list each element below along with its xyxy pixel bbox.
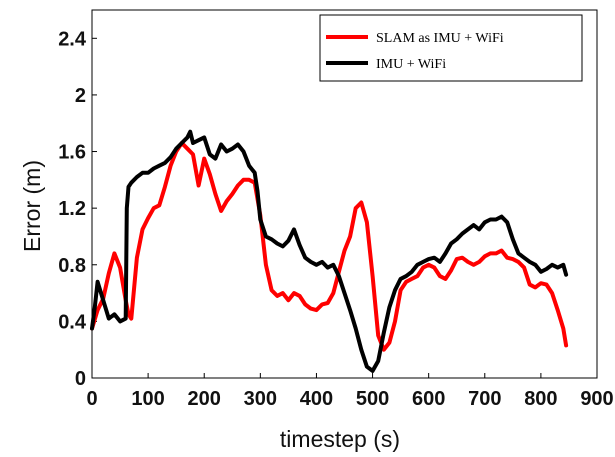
x-tick-label: 600 [412,388,445,410]
y-tick-label: 2 [75,85,86,107]
x-tick-label: 700 [468,388,501,410]
y-tick-label: 0 [75,368,86,390]
series-line-imu-wifi [90,129,569,373]
y-tick-label: 0.8 [58,255,86,277]
x-tick-label: 800 [524,388,557,410]
x-tick-label: 100 [131,388,164,410]
y-tick-label: 1.6 [58,142,86,164]
legend-label: SLAM as IMU + WiFi [376,31,504,46]
plot-frame [91,9,598,379]
x-tick-label: 900 [580,388,613,410]
x-tick-label: 400 [300,388,333,410]
x-tick-label: 500 [356,388,389,410]
y-tick-label: 2.4 [58,28,87,50]
x-tick-label: 300 [244,388,277,410]
x-tick-label: 200 [188,388,221,410]
legend-box [319,14,583,82]
y-tick-label: 1.2 [58,198,86,220]
x-axis-label: timestep (s) [280,426,400,452]
series-group [90,129,569,373]
series-line-slam-as-imu-wifi [90,141,569,352]
y-axis-label: Error (m) [19,160,45,252]
y-tick-label: 0.4 [58,311,87,333]
axes: 0 100 200 300 400 500 600 700 800 900 0 0.4 0.8 1.2 1.… [58,9,614,410]
x-tick-label: 0 [86,388,97,410]
legend: SLAM as IMU + WiFi IMU + WiFi [319,14,583,82]
legend-label: IMU + WiFi [376,57,446,72]
